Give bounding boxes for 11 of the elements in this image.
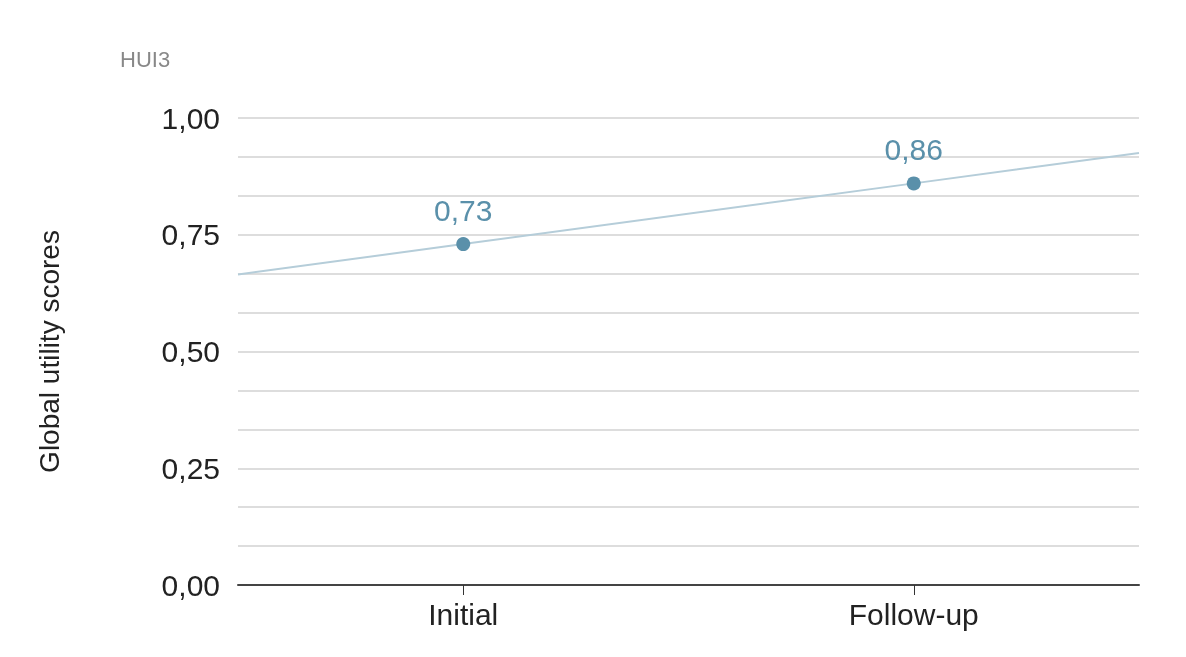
y-axis-title: Global utility scores: [33, 230, 65, 473]
x-tick-label: Initial: [428, 597, 499, 631]
y-tick-label: 0,50: [161, 335, 220, 368]
y-tick-label: 0,00: [161, 568, 220, 602]
data-label: 0,73: [434, 193, 493, 227]
y-tick-label: 1,00: [161, 101, 220, 135]
y-tick-label: 0,75: [161, 218, 220, 252]
text: HUI3: [120, 46, 171, 72]
x-tick-label: Follow-up: [848, 597, 979, 631]
data-label: 0,86: [884, 132, 943, 166]
y-tick-label: 0,25: [161, 451, 220, 485]
